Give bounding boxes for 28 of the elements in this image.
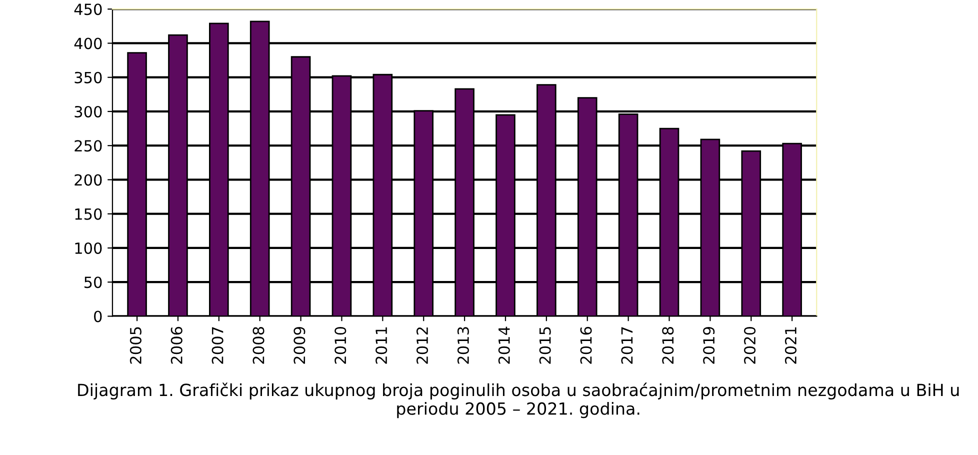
y-tick-label: 350 [74,72,102,84]
y-tick-label: 50 [84,276,102,288]
y-tick-label: 100 [75,242,102,254]
y-tick-label: 450 [74,4,102,16]
x-tick-label: 2012 [416,327,428,364]
y-tick-label: 200 [74,174,102,186]
x-tick-label: 2006 [170,326,182,364]
x-tick-label: 2014 [498,326,510,364]
x-tick-label: 2007 [212,327,224,364]
x-tick-label: 2021 [784,327,796,364]
y-tick-label: 0 [94,310,102,322]
y-tick-label: 250 [74,140,102,152]
y-tick-label: 400 [74,38,102,50]
x-tick-label: 2010 [334,326,346,364]
x-tick-label: 2005 [130,327,142,364]
x-tick-label: 2013 [457,327,469,364]
y-tick-label: 150 [75,208,102,220]
y-tick-label: 300 [74,106,102,118]
text: Dijagram 1. Grafički prikaz ukupnog broja poginulih osoba u saobraćajnim/prometnim nezgodama u BiH u periodu 2005 – 2021. godina. [78,382,959,418]
x-tick-label: 2018 [662,326,674,364]
x-tick-label: 2015 [539,327,551,364]
x-tick-label: 2020 [744,326,756,364]
x-tick-label: 2008 [252,326,264,364]
x-tick-label: 2009 [294,327,306,364]
x-tick-label: 2016 [580,326,592,364]
x-tick-label: 2017 [621,327,633,364]
x-tick-label: 2011 [376,327,388,364]
x-tick-label: 2019 [703,327,715,364]
